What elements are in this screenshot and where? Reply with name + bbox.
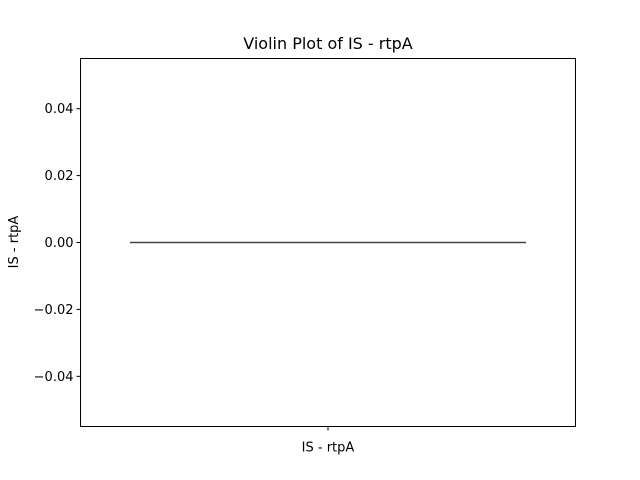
y-tick-label: 0.02 [45,169,74,184]
y-tick-label: −0.04 [34,370,74,385]
chart-title: Violin Plot of IS - rtpA [243,34,413,53]
x-tick-label: IS - rtpA [302,441,355,456]
y-tick-label: 0.04 [45,102,74,117]
y-tick-label: 0.00 [45,236,74,251]
y-tick-label: −0.02 [34,303,74,318]
x-axis-ticks: IS - rtpA [302,426,355,456]
y-axis-label: IS - rtpA [7,216,22,269]
y-axis-ticks: −0.04 −0.02 0.00 0.02 0.04 [34,102,81,385]
